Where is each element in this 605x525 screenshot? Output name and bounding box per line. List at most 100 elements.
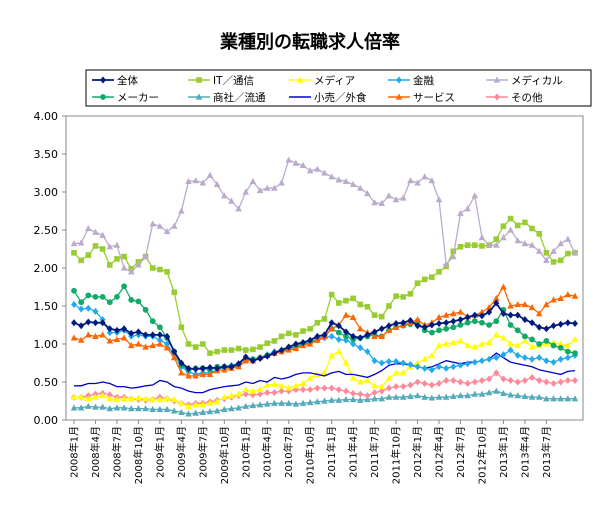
data-point <box>428 329 435 336</box>
data-point <box>142 405 149 412</box>
data-point <box>163 405 171 412</box>
data-point <box>421 364 428 372</box>
data-point <box>436 319 443 327</box>
data-point <box>421 355 428 362</box>
data-point <box>328 291 335 298</box>
data-point <box>170 407 178 414</box>
data-point <box>349 395 357 403</box>
data-point <box>471 378 478 386</box>
data-point <box>572 376 578 384</box>
data-point <box>70 334 78 341</box>
data-point <box>572 350 578 357</box>
data-point <box>221 347 228 353</box>
data-point <box>442 393 450 400</box>
data-point <box>99 231 106 238</box>
legend-item: 全体 <box>92 74 138 87</box>
data-point <box>500 389 507 396</box>
data-point <box>485 389 493 396</box>
data-point <box>436 363 443 371</box>
x-tick-label: 2012年10月 <box>475 426 488 484</box>
data-point <box>521 300 529 308</box>
data-point <box>522 333 528 340</box>
data-point <box>442 260 450 267</box>
data-point <box>485 338 493 346</box>
data-point <box>335 348 343 355</box>
legend-marker <box>493 76 501 83</box>
data-point <box>228 347 235 353</box>
data-point <box>364 376 371 384</box>
data-point <box>92 307 99 315</box>
data-point <box>493 318 500 325</box>
data-point <box>99 392 106 399</box>
data-point <box>371 312 378 318</box>
data-point <box>156 405 164 412</box>
data-point <box>514 311 521 319</box>
data-point <box>450 253 457 260</box>
data-point <box>550 358 557 366</box>
data-point <box>128 297 135 303</box>
legend-label: メーカー <box>117 92 159 104</box>
data-point <box>507 215 514 222</box>
data-point <box>121 325 128 333</box>
data-point <box>199 179 207 186</box>
data-point <box>528 393 536 400</box>
data-point <box>242 390 249 398</box>
data-point <box>249 402 257 409</box>
x-tick-label: 2010年4月 <box>261 426 274 478</box>
data-point <box>386 303 392 309</box>
data-point <box>120 404 128 411</box>
data-point <box>271 184 278 191</box>
data-point <box>335 322 342 330</box>
data-point <box>565 250 571 257</box>
data-point <box>228 392 235 399</box>
data-point <box>564 354 571 362</box>
data-point <box>264 340 271 347</box>
y-axis: 0.00 0.50 1.00 1.50 2.00 2.50 3.00 3.50 4.00 <box>34 110 66 427</box>
data-point <box>464 242 471 248</box>
data-point <box>257 344 263 350</box>
data-point <box>500 283 507 290</box>
data-point <box>70 240 78 247</box>
data-point <box>285 343 292 351</box>
data-point <box>450 363 457 371</box>
data-point <box>99 293 106 300</box>
data-point <box>221 405 228 412</box>
data-point <box>571 249 579 256</box>
data-point <box>156 331 163 339</box>
data-point <box>342 177 350 184</box>
legend-marker <box>296 76 304 83</box>
x-axis: 2008年1月 2008年4月 2008年7月 2008年10月 2009年1月 2009… <box>68 420 553 484</box>
data-point <box>78 299 85 306</box>
data-point <box>529 355 536 363</box>
data-point <box>528 304 536 311</box>
data-point <box>371 332 378 339</box>
x-tick-label: 2012年4月 <box>433 426 446 478</box>
series-1 <box>71 215 578 356</box>
data-point <box>328 325 335 332</box>
x-tick-label: 2013年1月 <box>497 426 510 478</box>
data-point <box>357 334 364 342</box>
data-point <box>314 332 321 340</box>
data-point <box>400 383 407 391</box>
data-point <box>421 393 428 400</box>
data-point <box>178 207 185 214</box>
data-point <box>471 192 479 199</box>
data-point <box>478 340 486 347</box>
data-point <box>328 351 335 358</box>
data-point <box>285 384 293 391</box>
legend-box <box>85 69 592 107</box>
data-point <box>293 332 299 338</box>
data-point <box>392 369 400 376</box>
data-point <box>228 363 235 371</box>
data-point <box>250 346 256 353</box>
data-point <box>77 239 85 246</box>
data-point <box>85 331 92 338</box>
data-point <box>557 257 564 264</box>
data-point <box>149 318 156 325</box>
x-tick-label: 2010年7月 <box>282 426 295 478</box>
data-point <box>285 399 293 406</box>
data-point <box>442 340 450 347</box>
data-point <box>77 336 85 343</box>
legend-marker <box>395 93 403 100</box>
data-point <box>185 364 192 372</box>
